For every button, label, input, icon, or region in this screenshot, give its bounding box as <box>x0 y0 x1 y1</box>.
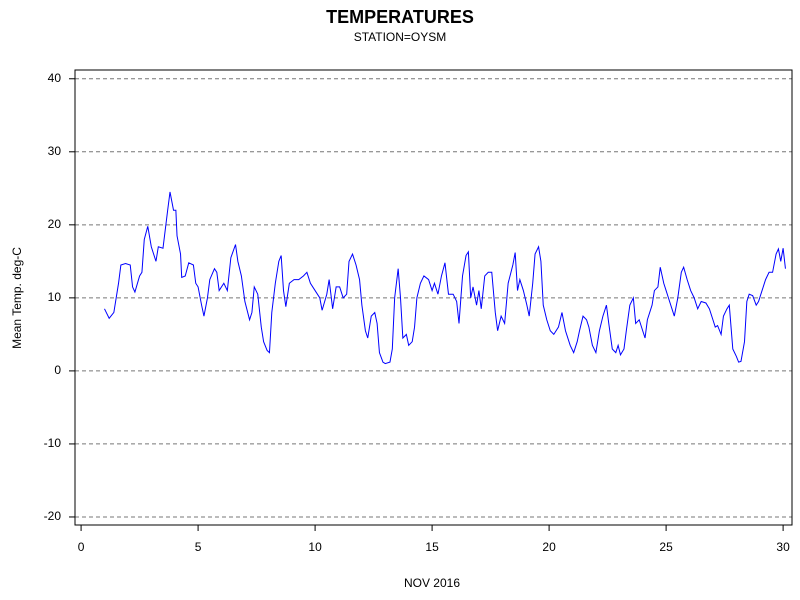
x-tick-label: 20 <box>542 540 556 554</box>
y-tick-label: 40 <box>48 71 62 85</box>
x-tick-label: 25 <box>659 540 673 554</box>
y-tick-label: 20 <box>48 217 62 231</box>
y-tick-label: -20 <box>44 509 62 523</box>
data-line <box>104 191 786 365</box>
x-axis-label: NOV 2016 <box>404 576 460 590</box>
plot-frame <box>74 69 793 526</box>
x-tick-label: 5 <box>195 540 202 554</box>
x-tick-label: 10 <box>308 540 322 554</box>
x-tick-label: 30 <box>776 540 790 554</box>
x-tick-label: 15 <box>425 540 439 554</box>
y-tick-label: 0 <box>54 363 61 377</box>
y-tick-label: 10 <box>48 290 62 304</box>
y-tick-label: -10 <box>44 436 62 450</box>
x-tick-label: 0 <box>78 540 85 554</box>
chart-title: TEMPERATURES <box>326 7 474 27</box>
chart-subtitle: STATION=OYSM <box>354 30 447 44</box>
y-tick-label: 30 <box>48 144 62 158</box>
y-axis-label: Mean Temp. deg-C <box>10 247 24 349</box>
